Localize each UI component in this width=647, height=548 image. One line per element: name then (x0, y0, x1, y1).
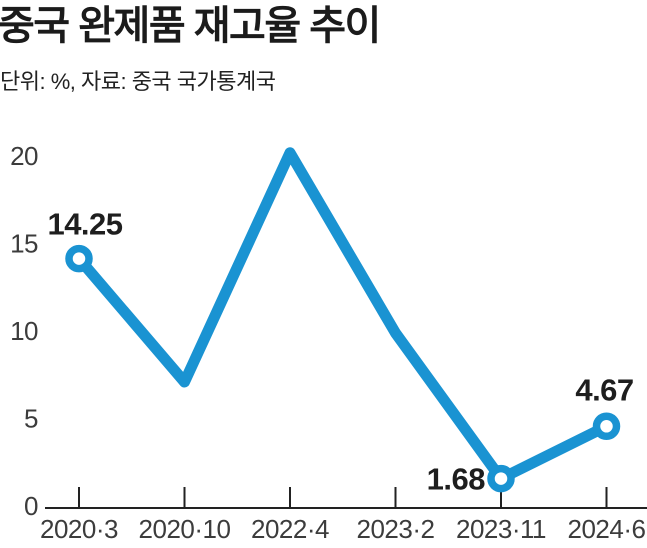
x-axis-label: 2024·6 (568, 514, 646, 544)
x-axis-label: 2023·11 (456, 514, 546, 544)
x-axis-label: 2020·3 (40, 514, 118, 544)
y-axis-label: 0 (24, 491, 38, 521)
y-axis-label: 20 (10, 141, 38, 171)
point-value-label: 1.68 (427, 462, 486, 497)
data-point-marker (65, 244, 93, 273)
point-value-label: 4.67 (575, 372, 633, 407)
x-axis: 2020·3 2020·10 2022·4 2023·2 2023·11 2024·6 (40, 487, 647, 544)
data-point-markers (65, 244, 621, 493)
data-point-marker (592, 412, 621, 441)
data-series (74, 147, 609, 485)
data-point-labels: 14.25 1.68 4.67 (47, 207, 634, 497)
x-axis-label: 2020·10 (139, 514, 231, 544)
point-value-label: 14.25 (47, 207, 122, 242)
chart-subtitle: 단위: %, 자료: 중국 국가통계국 (0, 69, 276, 94)
chart-title: 중국 완제품 재고율 추이 (0, 4, 381, 48)
x-axis-label: 2022·4 (251, 514, 329, 544)
series-line (74, 147, 609, 485)
y-axis-labels: 0 5 10 15 20 (10, 141, 38, 521)
data-point-marker (487, 464, 515, 493)
y-axis-label: 15 (10, 229, 38, 259)
y-axis-label: 10 (10, 316, 38, 346)
y-axis-label: 5 (24, 404, 38, 434)
x-axis-label: 2023·2 (357, 514, 435, 544)
